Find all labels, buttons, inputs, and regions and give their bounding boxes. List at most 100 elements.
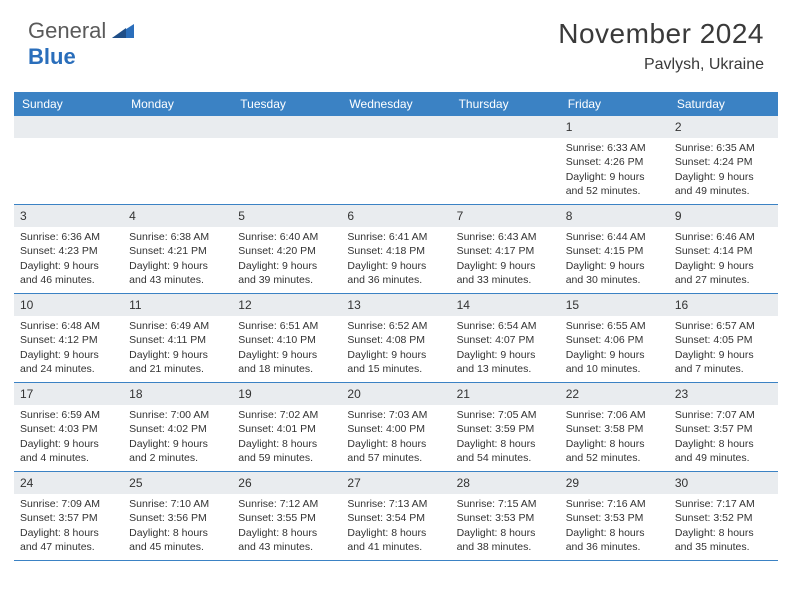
sunrise-text: Sunrise: 6:57 AM (675, 319, 772, 333)
sunrise-text: Sunrise: 6:40 AM (238, 230, 335, 244)
day-cell: 24Sunrise: 7:09 AMSunset: 3:57 PMDayligh… (14, 472, 123, 560)
day-header-friday: Friday (560, 92, 669, 116)
day-cell (451, 116, 560, 204)
daylight-text: Daylight: 8 hours and 45 minutes. (129, 526, 226, 554)
logo-triangle-icon (112, 20, 134, 43)
sunrise-text: Sunrise: 6:51 AM (238, 319, 335, 333)
day-cell: 13Sunrise: 6:52 AMSunset: 4:08 PMDayligh… (341, 294, 450, 382)
day-number (341, 116, 450, 138)
sunrise-text: Sunrise: 6:43 AM (457, 230, 554, 244)
sunrise-text: Sunrise: 7:17 AM (675, 497, 772, 511)
sunrise-text: Sunrise: 6:48 AM (20, 319, 117, 333)
sunrise-text: Sunrise: 6:55 AM (566, 319, 663, 333)
day-number: 8 (560, 205, 669, 227)
sunset-text: Sunset: 4:26 PM (566, 155, 663, 169)
sunset-text: Sunset: 4:11 PM (129, 333, 226, 347)
logo-blue-row: Blue (28, 44, 76, 70)
week-row: 1Sunrise: 6:33 AMSunset: 4:26 PMDaylight… (14, 116, 778, 205)
daylight-text: Daylight: 9 hours and 15 minutes. (347, 348, 444, 376)
sunset-text: Sunset: 4:12 PM (20, 333, 117, 347)
sunrise-text: Sunrise: 7:05 AM (457, 408, 554, 422)
day-cell (14, 116, 123, 204)
day-number: 12 (232, 294, 341, 316)
day-number: 16 (669, 294, 778, 316)
day-body: Sunrise: 7:17 AMSunset: 3:52 PMDaylight:… (669, 494, 778, 560)
day-number (451, 116, 560, 138)
day-cell: 29Sunrise: 7:16 AMSunset: 3:53 PMDayligh… (560, 472, 669, 560)
daylight-text: Daylight: 8 hours and 54 minutes. (457, 437, 554, 465)
sunrise-text: Sunrise: 6:38 AM (129, 230, 226, 244)
day-cell: 16Sunrise: 6:57 AMSunset: 4:05 PMDayligh… (669, 294, 778, 382)
day-cell: 1Sunrise: 6:33 AMSunset: 4:26 PMDaylight… (560, 116, 669, 204)
sunrise-text: Sunrise: 6:36 AM (20, 230, 117, 244)
day-cell: 26Sunrise: 7:12 AMSunset: 3:55 PMDayligh… (232, 472, 341, 560)
day-cell: 10Sunrise: 6:48 AMSunset: 4:12 PMDayligh… (14, 294, 123, 382)
sunset-text: Sunset: 4:14 PM (675, 244, 772, 258)
sunset-text: Sunset: 4:10 PM (238, 333, 335, 347)
daylight-text: Daylight: 9 hours and 49 minutes. (675, 170, 772, 198)
day-number: 30 (669, 472, 778, 494)
sunrise-text: Sunrise: 6:33 AM (566, 141, 663, 155)
day-cell (341, 116, 450, 204)
day-number: 25 (123, 472, 232, 494)
day-number: 21 (451, 383, 560, 405)
day-cell: 11Sunrise: 6:49 AMSunset: 4:11 PMDayligh… (123, 294, 232, 382)
sunset-text: Sunset: 4:15 PM (566, 244, 663, 258)
sunrise-text: Sunrise: 7:16 AM (566, 497, 663, 511)
day-number: 4 (123, 205, 232, 227)
sunrise-text: Sunrise: 6:59 AM (20, 408, 117, 422)
sunset-text: Sunset: 4:07 PM (457, 333, 554, 347)
week-row: 24Sunrise: 7:09 AMSunset: 3:57 PMDayligh… (14, 472, 778, 561)
daylight-text: Daylight: 9 hours and 46 minutes. (20, 259, 117, 287)
day-cell: 2Sunrise: 6:35 AMSunset: 4:24 PMDaylight… (669, 116, 778, 204)
sunrise-text: Sunrise: 6:49 AM (129, 319, 226, 333)
day-cell: 21Sunrise: 7:05 AMSunset: 3:59 PMDayligh… (451, 383, 560, 471)
day-cell: 20Sunrise: 7:03 AMSunset: 4:00 PMDayligh… (341, 383, 450, 471)
sunrise-text: Sunrise: 7:06 AM (566, 408, 663, 422)
day-number: 3 (14, 205, 123, 227)
sunset-text: Sunset: 4:08 PM (347, 333, 444, 347)
day-header-thursday: Thursday (451, 92, 560, 116)
day-body: Sunrise: 7:13 AMSunset: 3:54 PMDaylight:… (341, 494, 450, 560)
day-cell: 30Sunrise: 7:17 AMSunset: 3:52 PMDayligh… (669, 472, 778, 560)
sunrise-text: Sunrise: 7:15 AM (457, 497, 554, 511)
day-cell: 14Sunrise: 6:54 AMSunset: 4:07 PMDayligh… (451, 294, 560, 382)
day-number: 22 (560, 383, 669, 405)
day-number (232, 116, 341, 138)
sunrise-text: Sunrise: 6:44 AM (566, 230, 663, 244)
sunrise-text: Sunrise: 7:12 AM (238, 497, 335, 511)
sunrise-text: Sunrise: 7:02 AM (238, 408, 335, 422)
sunrise-text: Sunrise: 7:13 AM (347, 497, 444, 511)
day-body: Sunrise: 6:55 AMSunset: 4:06 PMDaylight:… (560, 316, 669, 382)
sunset-text: Sunset: 3:56 PM (129, 511, 226, 525)
day-cell: 5Sunrise: 6:40 AMSunset: 4:20 PMDaylight… (232, 205, 341, 293)
sunset-text: Sunset: 3:57 PM (675, 422, 772, 436)
day-body: Sunrise: 6:51 AMSunset: 4:10 PMDaylight:… (232, 316, 341, 382)
day-header-sunday: Sunday (14, 92, 123, 116)
sunset-text: Sunset: 4:06 PM (566, 333, 663, 347)
sunset-text: Sunset: 3:58 PM (566, 422, 663, 436)
day-header-tuesday: Tuesday (232, 92, 341, 116)
sunset-text: Sunset: 4:21 PM (129, 244, 226, 258)
daylight-text: Daylight: 9 hours and 4 minutes. (20, 437, 117, 465)
logo-text-blue: Blue (28, 44, 76, 69)
sunrise-text: Sunrise: 6:46 AM (675, 230, 772, 244)
daylight-text: Daylight: 8 hours and 35 minutes. (675, 526, 772, 554)
daylight-text: Daylight: 8 hours and 52 minutes. (566, 437, 663, 465)
day-cell: 18Sunrise: 7:00 AMSunset: 4:02 PMDayligh… (123, 383, 232, 471)
day-body: Sunrise: 6:52 AMSunset: 4:08 PMDaylight:… (341, 316, 450, 382)
sunrise-text: Sunrise: 7:07 AM (675, 408, 772, 422)
sunset-text: Sunset: 3:53 PM (566, 511, 663, 525)
day-body: Sunrise: 7:00 AMSunset: 4:02 PMDaylight:… (123, 405, 232, 471)
daylight-text: Daylight: 8 hours and 57 minutes. (347, 437, 444, 465)
sunrise-text: Sunrise: 6:41 AM (347, 230, 444, 244)
sunset-text: Sunset: 4:00 PM (347, 422, 444, 436)
day-number: 26 (232, 472, 341, 494)
daylight-text: Daylight: 9 hours and 36 minutes. (347, 259, 444, 287)
day-header-monday: Monday (123, 92, 232, 116)
week-row: 3Sunrise: 6:36 AMSunset: 4:23 PMDaylight… (14, 205, 778, 294)
sunrise-text: Sunrise: 7:00 AM (129, 408, 226, 422)
daylight-text: Daylight: 8 hours and 47 minutes. (20, 526, 117, 554)
day-cell: 6Sunrise: 6:41 AMSunset: 4:18 PMDaylight… (341, 205, 450, 293)
day-number: 6 (341, 205, 450, 227)
